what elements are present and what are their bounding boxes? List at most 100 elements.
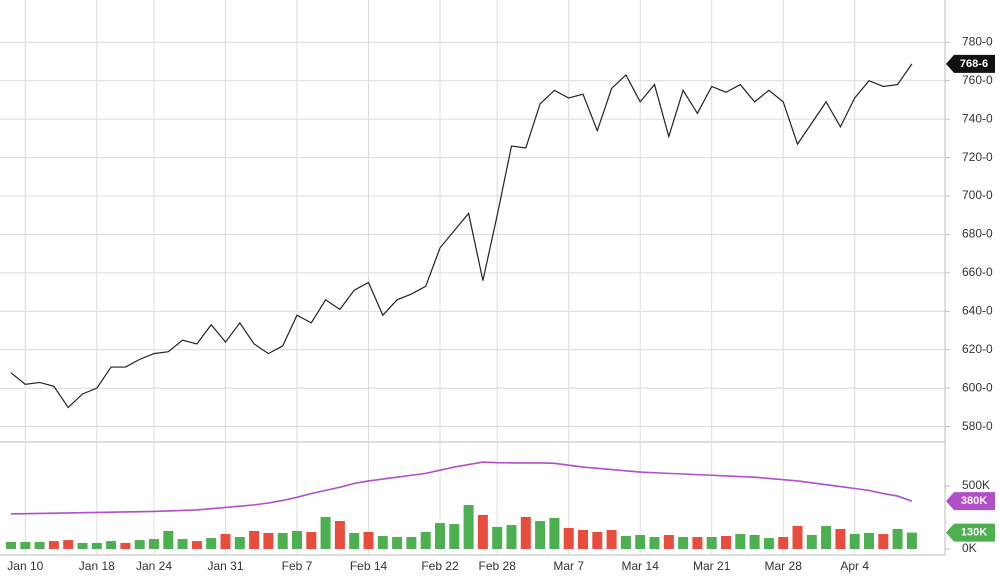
volume-bar	[649, 537, 660, 549]
x-tick-label: Feb 28	[479, 559, 517, 573]
volume-bar	[206, 538, 217, 549]
volume-bar	[864, 532, 874, 549]
y-tick-label: 680-0	[962, 227, 993, 241]
y-tick-label: 760-0	[962, 73, 993, 87]
volume-bar	[163, 530, 174, 549]
x-tick-label: Apr 4	[840, 559, 869, 573]
volume-bar	[449, 524, 460, 549]
volume-bar	[292, 530, 302, 549]
volume-bar	[606, 529, 617, 549]
x-tick-label: Jan 18	[79, 559, 115, 573]
volume-bar	[420, 531, 431, 549]
volume-bar	[806, 535, 817, 549]
volume-bar	[749, 535, 760, 549]
x-tick-label: Jan 10	[7, 559, 43, 573]
volume-bar	[6, 541, 16, 549]
volume-bar	[406, 537, 417, 549]
volume-bar	[692, 537, 703, 549]
volume-bar	[906, 532, 917, 549]
price-line	[10, 63, 913, 409]
volume-bar	[592, 531, 603, 549]
y-tick-label: 0K	[962, 541, 977, 555]
volume-bar	[835, 528, 846, 549]
volume-bar	[792, 525, 803, 549]
volume-bar	[263, 532, 274, 549]
x-tick-label: Feb 14	[350, 559, 388, 573]
volume-bar	[463, 505, 474, 549]
volume-bar	[91, 542, 102, 549]
volume-bar	[492, 526, 503, 549]
y-tick-label: 780-0	[962, 34, 993, 48]
x-tick-label: Mar 28	[765, 559, 803, 573]
last-value-label: 380K	[961, 495, 987, 507]
y-tick-label: 640-0	[962, 303, 993, 317]
last-value-label: 768-6	[960, 58, 988, 70]
volume-bar	[34, 541, 45, 549]
y-tick-label: 720-0	[962, 150, 993, 164]
volume-bar	[620, 536, 631, 549]
volume-bar	[849, 534, 860, 549]
volume-bar	[549, 517, 560, 549]
volume-bar	[735, 534, 746, 549]
volume-bar	[191, 541, 202, 549]
volume-bar	[220, 534, 231, 549]
x-tick-label: Feb 22	[421, 559, 459, 573]
x-tick-label: Mar 14	[622, 559, 660, 573]
volume-bar	[63, 540, 74, 549]
volume-bar	[435, 523, 445, 549]
volume-bar	[249, 530, 260, 549]
volume-bar	[334, 521, 345, 549]
last-value-badge	[946, 54, 995, 73]
volume-bar	[721, 536, 731, 549]
volume-bar	[477, 514, 488, 549]
volume-bar	[149, 539, 159, 549]
volume-bar	[320, 516, 331, 549]
volume-bar	[663, 535, 674, 549]
volume-bar	[506, 525, 517, 549]
last-value-badge	[946, 523, 995, 542]
volume-bar	[563, 527, 574, 549]
volume-bar	[48, 541, 59, 549]
y-tick-label: 740-0	[962, 111, 993, 125]
volume-bar	[120, 542, 131, 549]
x-tick-label: Mar 7	[553, 559, 584, 573]
volume-bar	[277, 532, 288, 549]
volume-bar	[763, 538, 774, 549]
volume-bar	[363, 531, 374, 549]
y-tick-label: 580-0	[962, 419, 993, 433]
volume-bar	[106, 541, 117, 549]
volume-bar	[392, 537, 403, 549]
volume-bar	[878, 534, 889, 549]
x-tick-label: Feb 7	[282, 559, 313, 573]
volume-bar	[778, 537, 789, 549]
volume-bar	[706, 537, 717, 549]
volume-bar	[535, 521, 546, 549]
volume-bar	[134, 540, 145, 549]
y-tick-label: 500K	[962, 478, 990, 492]
y-tick-label: 660-0	[962, 265, 993, 279]
volume-bar	[635, 535, 646, 549]
volume-bar	[821, 525, 832, 549]
x-tick-label: Mar 21	[693, 559, 731, 573]
volume-bar	[77, 542, 88, 549]
volume-bar	[377, 536, 388, 549]
last-value-badge	[946, 492, 995, 511]
y-tick-label: 620-0	[962, 342, 993, 356]
volume-bar	[234, 537, 245, 549]
average-line	[10, 461, 913, 515]
volume-bar	[349, 532, 360, 549]
volume-bar	[20, 541, 31, 549]
y-tick-label: 600-0	[962, 380, 993, 394]
volume-bar	[578, 529, 588, 549]
volume-bar	[520, 516, 531, 549]
volume-bar	[177, 539, 188, 549]
last-value-label: 130K	[961, 527, 987, 539]
x-tick-label: Jan 31	[207, 559, 243, 573]
volume-bar	[892, 528, 903, 549]
x-tick-label: Jan 24	[136, 559, 172, 573]
y-tick-label: 700-0	[962, 188, 993, 202]
volume-bar	[306, 531, 317, 549]
volume-bar	[678, 537, 689, 549]
